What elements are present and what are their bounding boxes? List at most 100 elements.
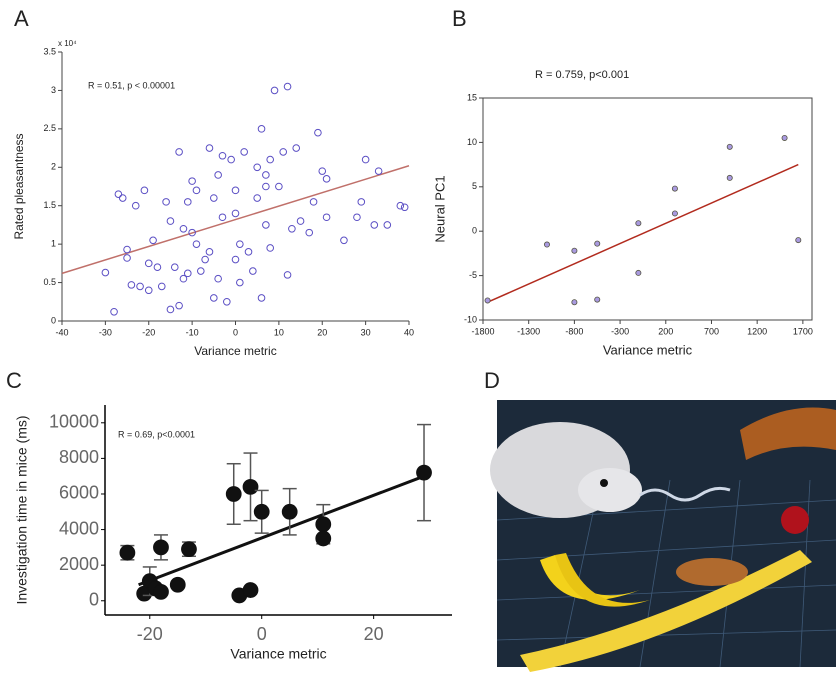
y-multiplier: x 10⁴	[58, 39, 77, 48]
point	[144, 286, 153, 295]
point	[166, 305, 175, 314]
y-tick-label: 3	[51, 85, 56, 95]
point	[231, 255, 240, 264]
rat-eye	[600, 479, 608, 487]
point	[314, 128, 322, 137]
point	[153, 583, 169, 600]
point	[315, 530, 332, 547]
point	[249, 267, 257, 275]
point	[183, 198, 192, 206]
panel-label: A	[14, 6, 29, 31]
point	[361, 155, 370, 164]
point	[571, 247, 578, 254]
x-tick-label: -800	[565, 326, 583, 336]
point	[726, 143, 733, 150]
x-tick-label: 0	[257, 624, 267, 644]
y-tick-label: 8000	[59, 447, 99, 467]
point	[266, 244, 275, 252]
point	[231, 186, 240, 195]
point	[175, 301, 183, 310]
point	[400, 203, 409, 212]
x-tick-label: 200	[658, 326, 673, 336]
point	[322, 213, 331, 222]
point	[635, 220, 642, 227]
point	[543, 241, 550, 248]
point	[144, 259, 153, 268]
point	[357, 198, 366, 206]
point	[153, 539, 169, 556]
y-tick-label: -5	[469, 270, 477, 280]
panel-label: D	[484, 368, 500, 393]
point	[262, 171, 270, 179]
x-tick-label: 10	[274, 327, 284, 337]
point	[288, 224, 296, 233]
point	[396, 201, 405, 210]
point	[179, 274, 188, 283]
y-tick-label: 2.5	[43, 123, 56, 133]
x-tick-label: -1800	[471, 326, 494, 336]
point	[726, 174, 733, 181]
x-tick-label: 1700	[793, 326, 813, 336]
point	[262, 221, 270, 229]
point	[253, 163, 261, 172]
x-tick-label: -300	[611, 326, 629, 336]
point	[270, 86, 279, 95]
point	[353, 213, 361, 222]
point	[123, 245, 131, 254]
y-tick-label: 0.5	[43, 277, 56, 287]
x-tick-label: 20	[317, 327, 327, 337]
y-tick-label: 0	[89, 590, 99, 610]
point	[110, 307, 118, 316]
banana	[555, 553, 650, 607]
x-tick-label: 20	[364, 624, 384, 644]
point	[322, 175, 331, 183]
x-axis-title: Variance metric	[603, 342, 693, 357]
annotation: R = 0.759, p<0.001	[535, 69, 629, 81]
y-tick-label: 0	[472, 226, 477, 236]
point	[370, 221, 379, 229]
y-tick-label: 4000	[59, 518, 99, 538]
panel-label: B	[452, 6, 467, 31]
y-tick-label: -10	[464, 314, 477, 324]
point	[318, 167, 327, 175]
point	[214, 171, 222, 179]
point	[223, 297, 231, 306]
y-tick-label: 1.5	[43, 200, 56, 210]
point	[153, 263, 162, 272]
x-tick-label: 700	[704, 326, 719, 336]
y-tick-label: 10000	[49, 412, 99, 432]
fit-line	[487, 163, 799, 303]
x-tick-label: -20	[137, 624, 163, 644]
point	[635, 269, 642, 276]
point	[118, 194, 127, 202]
point	[181, 541, 197, 558]
point	[197, 267, 205, 275]
y-tick-label: 5	[472, 181, 477, 191]
point	[242, 582, 259, 598]
point	[279, 148, 288, 156]
point	[183, 269, 192, 278]
point	[214, 274, 222, 283]
point	[283, 82, 292, 91]
y-tick-label: 15	[467, 92, 477, 102]
point	[166, 217, 175, 225]
point	[140, 186, 149, 195]
point	[231, 209, 240, 218]
point	[136, 282, 144, 291]
x-tick-label: -20	[142, 327, 155, 337]
x-axis-title: Variance metric	[194, 344, 276, 358]
point	[188, 228, 196, 237]
point	[236, 240, 244, 248]
x-tick-label: -30	[99, 327, 112, 337]
y-tick-label: 6000	[59, 483, 99, 503]
point	[253, 503, 270, 520]
point	[315, 516, 332, 533]
point	[374, 167, 383, 175]
y-tick-label: 3.5	[43, 46, 56, 56]
point	[175, 148, 183, 156]
panel-label: C	[6, 368, 22, 393]
point	[795, 237, 802, 244]
point	[240, 148, 248, 156]
point	[218, 213, 227, 222]
